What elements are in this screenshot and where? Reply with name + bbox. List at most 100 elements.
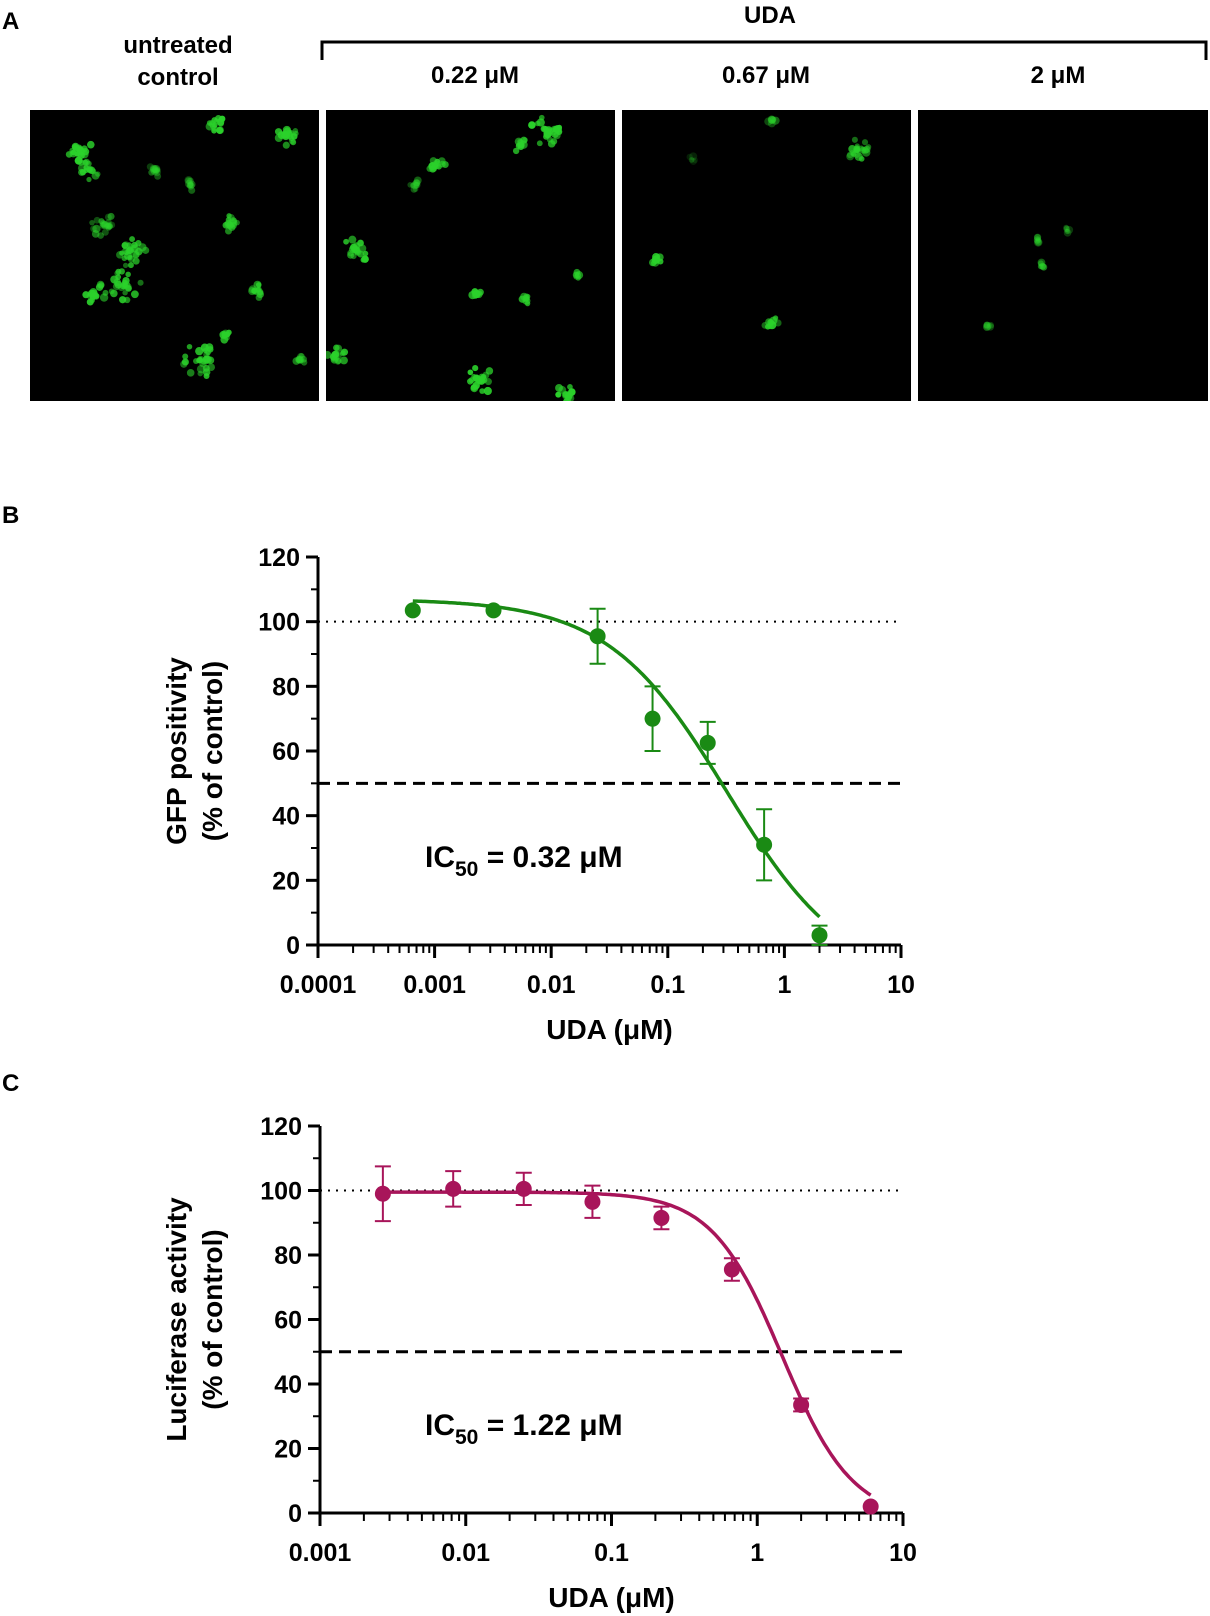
cell-dot: [97, 282, 105, 289]
cell-dot: [767, 119, 776, 128]
cell-dot: [283, 132, 291, 139]
cell-dot: [467, 378, 474, 385]
y-tick-label: 60: [274, 1307, 302, 1335]
dose-label-3: 2 μM: [1030, 62, 1086, 89]
cell-dot: [211, 127, 217, 134]
cell-dot: [854, 147, 860, 153]
cell-dot: [186, 369, 195, 377]
cell-dot: [187, 181, 194, 188]
cell-dot: [101, 228, 109, 236]
cell-dot: [771, 116, 780, 125]
cell-dot: [187, 182, 194, 189]
cell-dot: [1034, 238, 1043, 247]
cell-dot: [689, 157, 697, 165]
data-point: [699, 734, 716, 751]
cell-dot: [361, 255, 369, 263]
cell-dot: [863, 145, 871, 154]
cell-dot: [154, 166, 161, 173]
cell-dot: [290, 139, 297, 146]
cell-dot: [151, 165, 159, 173]
cell-dot: [184, 176, 193, 185]
cell-dot: [130, 290, 139, 299]
y-tick-label: 20: [274, 1436, 302, 1464]
cell-dot: [122, 262, 129, 268]
cell-dot: [114, 280, 123, 289]
cell-dot: [562, 391, 571, 399]
micrograph-control: [30, 110, 319, 401]
y-tick-label: 40: [272, 803, 300, 831]
data-point: [653, 1209, 670, 1226]
cell-dot: [108, 221, 116, 229]
cell-dot: [689, 152, 698, 161]
micrograph-dose-1-cells: [326, 114, 584, 401]
cell-dot: [187, 177, 194, 185]
cell-dot: [107, 212, 115, 220]
cell-dot: [197, 370, 204, 377]
data-point: [589, 628, 606, 645]
y-axis-label-line2: (% of control): [197, 661, 228, 841]
cell-dot: [1063, 224, 1069, 231]
cell-dot: [225, 329, 232, 336]
cell-dot: [1033, 236, 1042, 244]
cell-dot: [86, 176, 92, 183]
cell-dot: [410, 185, 418, 193]
cell-dot: [182, 353, 189, 360]
cell-dot: [292, 357, 301, 365]
cell-dot: [846, 151, 854, 159]
cell-dot: [209, 119, 215, 126]
cell-dot: [983, 323, 991, 332]
cell-dot: [234, 219, 240, 226]
cell-dot: [219, 330, 228, 339]
cell-dot: [348, 235, 357, 244]
cell-dot: [298, 358, 304, 364]
x-tick-label: 1: [777, 971, 791, 999]
cell-dot: [180, 360, 188, 368]
cell-dot: [545, 126, 554, 135]
cell-dot: [686, 153, 693, 161]
cell-dot: [1034, 233, 1042, 241]
cell-dot: [412, 186, 419, 192]
cell-dot: [127, 254, 133, 261]
data-point: [756, 836, 773, 853]
micrograph-dose-2-cells: [649, 115, 872, 330]
cell-dot: [343, 238, 349, 245]
cell-dot: [1063, 225, 1070, 233]
cell-dot: [282, 141, 290, 149]
x-tick-label: 0.01: [527, 971, 576, 999]
cell-dot: [79, 169, 87, 176]
cell-dot: [129, 236, 136, 243]
cell-dot: [651, 258, 660, 267]
cell-dot: [861, 139, 869, 146]
cell-dot: [349, 243, 358, 252]
cell-dot: [186, 181, 195, 190]
cell-dot: [333, 355, 340, 361]
cell-dot: [412, 179, 420, 187]
ic50-annotation: IC50 = 1.22 μM: [425, 1409, 623, 1449]
cell-dot: [152, 165, 161, 174]
cell-dot: [200, 343, 209, 352]
cell-dot: [186, 181, 194, 189]
cell-dot: [854, 143, 860, 149]
cell-dot: [148, 169, 155, 176]
x-tick-label: 10: [887, 971, 915, 999]
cell-dot: [108, 288, 115, 295]
cell-dot: [197, 356, 203, 363]
cell-dot: [122, 290, 128, 296]
cell-dot: [769, 116, 777, 123]
cell-dot: [274, 128, 283, 136]
y-tick-label: 80: [272, 673, 300, 701]
x-axis-label: UDA (μM): [546, 1014, 673, 1045]
micrograph-dose-3-cells: [983, 224, 1074, 332]
cell-dot: [216, 126, 224, 134]
cell-dot: [692, 157, 699, 164]
cell-dot: [846, 152, 855, 161]
dose-label-1: 0.22 μM: [430, 62, 520, 89]
cell-dot: [357, 239, 364, 247]
x-tick-label: 10: [889, 1539, 917, 1567]
cell-dot: [89, 289, 98, 298]
x-tick-label: 1: [750, 1539, 764, 1567]
cell-dot: [476, 288, 484, 296]
cell-dot: [540, 125, 548, 133]
cell-dot: [547, 140, 556, 148]
cell-dot: [688, 157, 695, 163]
